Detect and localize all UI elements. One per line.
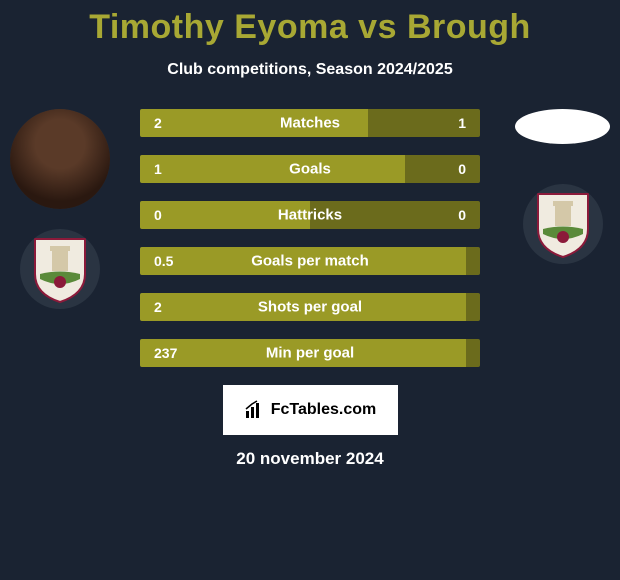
player-right-club-crest: [523, 184, 603, 264]
left-player-column: [10, 109, 110, 329]
brand-badge: FcTables.com: [223, 385, 398, 435]
stat-label: Min per goal: [266, 345, 354, 362]
player-face-icon: [10, 109, 110, 209]
club-crest-icon: [533, 189, 593, 259]
right-player-column: [515, 109, 610, 284]
player-left-avatar: [10, 109, 110, 209]
stat-bar: 0 0 Hattricks: [140, 201, 480, 229]
stat-left-value: 1: [140, 155, 405, 183]
footer-date: 20 november 2024: [0, 449, 620, 469]
stat-right-value: [466, 247, 480, 275]
stat-right-value: 0: [405, 155, 480, 183]
stat-right-value: [466, 339, 480, 367]
stat-bar: 237 Min per goal: [140, 339, 480, 367]
stat-label: Matches: [280, 115, 340, 132]
page-title: Timothy Eyoma vs Brough: [0, 0, 620, 47]
comparison-content: 2 1 Matches 1 0 Goals 0 0 Hattricks 0.5 …: [0, 109, 620, 367]
stat-bar: 1 0 Goals: [140, 155, 480, 183]
stat-label: Goals: [289, 161, 331, 178]
stat-label: Shots per goal: [258, 299, 362, 316]
subtitle: Club competitions, Season 2024/2025: [0, 61, 620, 79]
club-crest-icon: [30, 234, 90, 304]
player-left-club-crest: [20, 229, 100, 309]
stat-right-value: [466, 293, 480, 321]
player-right-avatar-placeholder: [515, 109, 610, 144]
stat-right-value: 1: [368, 109, 480, 137]
stat-bars: 2 1 Matches 1 0 Goals 0 0 Hattricks 0.5 …: [140, 109, 480, 367]
stat-bar: 2 1 Matches: [140, 109, 480, 137]
stat-label: Goals per match: [251, 253, 369, 270]
brand-text: FcTables.com: [271, 401, 377, 419]
stat-bar: 0.5 Goals per match: [140, 247, 480, 275]
stat-bar: 2 Shots per goal: [140, 293, 480, 321]
chart-icon: [244, 399, 266, 421]
stat-label: Hattricks: [278, 207, 342, 224]
